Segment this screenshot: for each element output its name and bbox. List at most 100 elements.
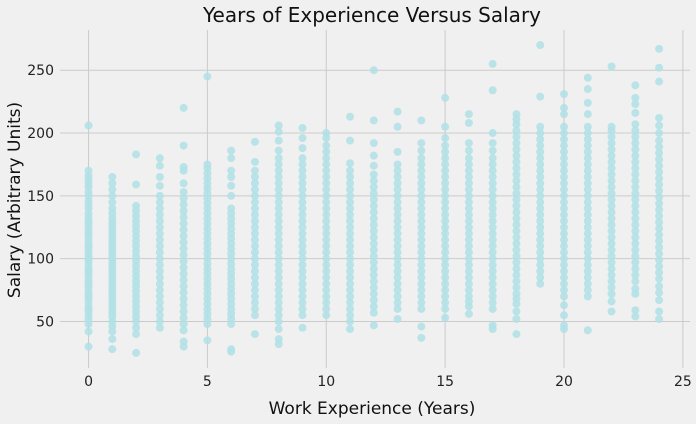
data-point (464, 118, 473, 127)
y-tick-label: 250 (27, 63, 54, 79)
data-point (607, 164, 616, 173)
data-point (631, 277, 640, 286)
data-point (607, 195, 616, 204)
data-point (607, 189, 616, 198)
data-point (369, 245, 378, 254)
data-point (393, 204, 402, 213)
data-point (108, 191, 117, 200)
data-point (274, 292, 283, 301)
data-point (417, 322, 426, 331)
data-point (369, 308, 378, 317)
data-point (393, 166, 402, 175)
data-point (274, 254, 283, 263)
data-point (607, 145, 616, 154)
data-point (512, 170, 521, 179)
data-point (298, 134, 307, 143)
data-point (322, 229, 331, 238)
data-point (512, 189, 521, 198)
data-point (607, 233, 616, 242)
data-point (631, 157, 640, 166)
data-point (250, 330, 259, 339)
data-point (346, 325, 355, 334)
data-point (179, 232, 188, 241)
data-point (536, 229, 545, 238)
data-point (369, 201, 378, 210)
data-point (488, 267, 497, 276)
data-point (369, 277, 378, 286)
data-point (298, 298, 307, 307)
data-point (607, 245, 616, 254)
data-point (346, 210, 355, 219)
data-point (298, 229, 307, 238)
data-point (298, 144, 307, 153)
x-tick-label: 20 (555, 374, 573, 390)
data-point (417, 185, 426, 194)
data-point (84, 342, 93, 351)
data-point (346, 317, 355, 326)
data-point (322, 147, 331, 156)
data-point (631, 139, 640, 148)
data-point (298, 173, 307, 182)
data-point (488, 298, 497, 307)
data-point (393, 122, 402, 131)
y-tick-label: 50 (36, 315, 54, 331)
data-point (274, 146, 283, 155)
data-point (322, 210, 331, 219)
data-point (132, 348, 141, 357)
data-point (346, 248, 355, 257)
data-point (607, 151, 616, 160)
data-point (155, 311, 164, 320)
data-point (250, 191, 259, 200)
data-point (607, 220, 616, 229)
data-point (84, 166, 93, 175)
data-point (655, 174, 664, 183)
data-point (179, 213, 188, 222)
data-point (464, 216, 473, 225)
data-point (441, 166, 450, 175)
data-point (464, 204, 473, 213)
data-point (227, 181, 236, 190)
data-point (108, 345, 117, 354)
data-point (250, 210, 259, 219)
data-point (512, 245, 521, 254)
data-point (298, 292, 307, 301)
data-point (488, 59, 497, 68)
data-point (583, 279, 592, 288)
data-point (274, 223, 283, 232)
data-point (631, 306, 640, 315)
data-point (560, 141, 568, 150)
data-point (108, 335, 117, 344)
data-point (417, 248, 426, 257)
data-point (108, 185, 117, 194)
data-point (631, 151, 640, 160)
data-point (369, 161, 378, 170)
data-point (179, 263, 188, 272)
data-point (488, 166, 497, 175)
data-point (512, 227, 521, 236)
data-point (369, 116, 378, 125)
data-point (393, 223, 402, 232)
data-point (583, 191, 592, 200)
data-point (250, 298, 259, 307)
data-point (536, 210, 545, 219)
data-point (512, 195, 521, 204)
data-point (631, 189, 640, 198)
data-point (583, 135, 592, 144)
data-point (346, 273, 355, 282)
data-point (322, 279, 331, 288)
data-point (655, 288, 664, 297)
data-point (84, 327, 93, 336)
data-point (631, 252, 640, 261)
data-point (536, 242, 545, 251)
data-point (369, 321, 378, 330)
data-point (441, 286, 450, 295)
data-point (369, 239, 378, 248)
data-point (250, 157, 259, 166)
data-point (560, 223, 568, 232)
data-point (512, 239, 521, 248)
data-point (274, 173, 283, 182)
data-point (655, 243, 664, 252)
data-point (179, 269, 188, 278)
data-point (560, 279, 568, 288)
data-point (560, 301, 568, 310)
